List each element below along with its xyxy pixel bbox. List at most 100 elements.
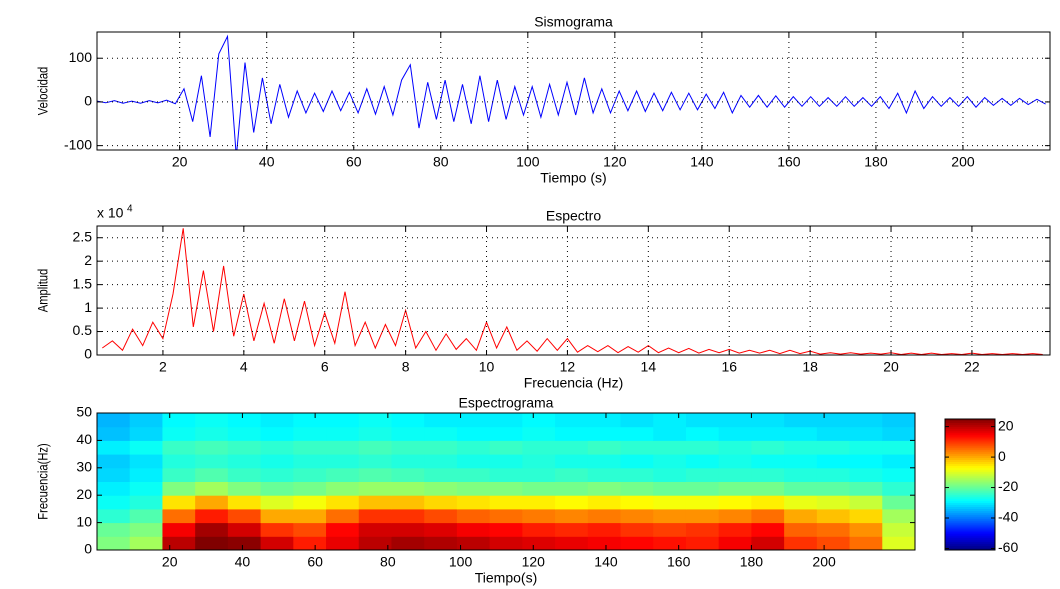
heatmap-cell	[587, 467, 622, 482]
heatmap-cell	[326, 440, 360, 455]
colorbar-swatch	[945, 461, 995, 465]
x-tick-label: 4	[240, 359, 248, 375]
x-tick-label: 160	[777, 154, 801, 170]
heatmap-cell	[326, 495, 360, 510]
heatmap-cell	[456, 454, 491, 469]
plot-area	[97, 413, 915, 550]
heatmap-cell	[293, 440, 327, 455]
heatmap-cell	[260, 481, 294, 496]
heatmap-cell	[456, 467, 491, 482]
x-tick-label: 20	[172, 154, 188, 170]
heatmap-cell	[424, 454, 458, 469]
heatmap-cell	[522, 522, 556, 537]
y-axis-label: Frecuencia(Hz)	[36, 443, 51, 519]
colorbar-swatch	[945, 468, 995, 471]
x-tick-label: 160	[667, 554, 691, 570]
heatmap-cell	[195, 508, 229, 524]
heatmap-cell	[489, 508, 523, 524]
colorbar-tick-label: 0	[998, 448, 1006, 464]
colorbar-swatch	[945, 423, 995, 426]
heatmap-cell	[391, 454, 425, 469]
heatmap-cell	[260, 508, 294, 524]
heatmap-cell	[522, 426, 556, 441]
heatmap-cell	[195, 413, 229, 428]
data-line	[97, 34, 1046, 150]
heatmap-cell	[587, 522, 622, 537]
heatmap-cell	[162, 454, 196, 469]
heatmap-cell	[685, 536, 720, 550]
colorbar-swatch	[945, 498, 995, 502]
heatmap-cell	[391, 426, 425, 441]
colorbar-swatch	[945, 482, 995, 485]
y-tick-label: 2	[84, 252, 92, 268]
heatmap-cell	[816, 522, 851, 537]
colorbar-swatch	[945, 490, 995, 494]
x-axis-label: Frecuencia (Hz)	[524, 375, 624, 391]
heatmap-cell	[227, 481, 262, 496]
heatmap-cell	[391, 467, 425, 482]
heatmap-cell	[555, 536, 589, 550]
colorbar-swatch	[945, 439, 995, 443]
heatmap-cell	[751, 426, 785, 441]
heatmap-cell	[195, 454, 229, 469]
heatmap-cell	[293, 536, 327, 550]
heatmap-cell	[162, 508, 196, 524]
colorbar-swatch	[945, 459, 995, 463]
heatmap-cell	[489, 454, 523, 469]
heatmap-cell	[195, 495, 229, 510]
heatmap-cell	[718, 481, 752, 496]
heatmap-cell	[816, 413, 851, 428]
heatmap-cell	[849, 495, 883, 510]
heatmap-cell	[129, 413, 163, 428]
colorbar-swatch	[945, 425, 995, 428]
heatmap-cell	[620, 495, 654, 510]
heatmap-cell	[489, 467, 523, 482]
x-tick-label: 2	[159, 359, 167, 375]
x-tick-label: 10	[479, 359, 495, 375]
heatmap-cell	[849, 440, 883, 455]
colorbar-swatch	[945, 500, 995, 504]
heatmap-cell	[522, 495, 556, 510]
heatmap-cell	[456, 508, 491, 524]
y-tick-label: 20	[76, 486, 92, 502]
y-tick-label: 40	[76, 431, 92, 447]
heatmap-cell	[784, 536, 818, 550]
heatmap-cell	[816, 495, 851, 510]
heatmap-cell	[751, 495, 785, 510]
y-tick-label: 100	[69, 49, 93, 65]
heatmap-cell	[849, 536, 883, 550]
colorbar-swatch	[945, 453, 995, 457]
heatmap-cell	[129, 536, 163, 550]
heatmap-cell	[358, 508, 392, 524]
heatmap-cell	[522, 467, 556, 482]
heatmap-cell	[653, 536, 687, 550]
heatmap-cell	[129, 481, 163, 496]
colorbar-swatch	[945, 449, 995, 453]
heatmap-cell	[129, 440, 163, 455]
heatmap-cell	[620, 413, 654, 428]
heatmap-cell	[424, 481, 458, 496]
heatmap-cell	[456, 495, 491, 510]
y-axis-label: Velocidad	[36, 67, 51, 115]
heatmap-cell	[784, 467, 818, 482]
heatmap-cell	[816, 536, 851, 550]
heatmap-cell	[129, 467, 163, 482]
x-tick-label: 22	[964, 359, 980, 375]
x-tick-label: 20	[162, 554, 178, 570]
colorbar-swatch	[945, 521, 995, 524]
colorbar-swatch	[945, 547, 995, 551]
heatmap-cell	[587, 454, 622, 469]
heatmap-cell	[685, 495, 720, 510]
x-tick-label: 14	[641, 359, 657, 375]
heatmap-cell	[195, 440, 229, 455]
colorbar-swatch	[945, 543, 995, 547]
heatmap-cell	[784, 440, 818, 455]
heatmap-cell	[718, 467, 752, 482]
heatmap-cell	[391, 440, 425, 455]
colorbar-swatch	[945, 509, 995, 512]
colorbar-swatch	[945, 539, 995, 543]
heatmap-cell	[358, 454, 392, 469]
heatmap-cell	[784, 426, 818, 441]
heatmap-cell	[456, 481, 491, 496]
heatmap-cell	[97, 522, 131, 537]
